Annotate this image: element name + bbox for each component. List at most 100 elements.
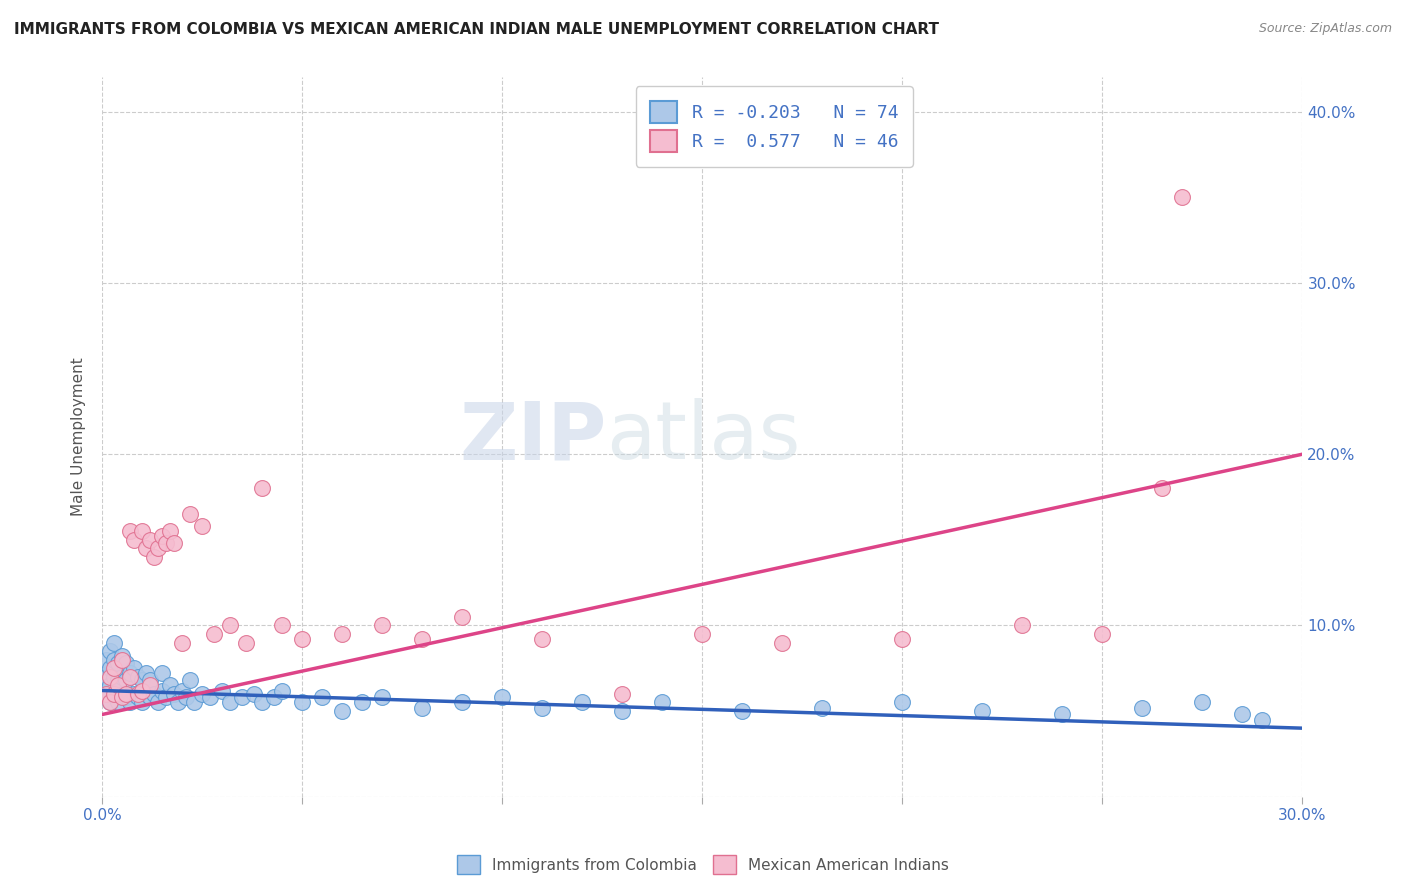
Point [98,696,121,710]
Point [159,524,181,539]
Point [103,687,125,701]
Point [271,618,294,632]
Point [1091,627,1114,641]
Point [167,696,190,710]
Legend: R = -0.203   N = 74, R =  0.577   N = 46: R = -0.203 N = 74, R = 0.577 N = 46 [636,87,912,167]
Point [531,632,554,647]
Point [107,673,129,688]
Point [612,687,634,701]
Point [291,632,314,647]
Point [131,696,153,710]
Point [135,666,157,681]
Point [120,524,142,539]
Point [352,696,374,710]
Point [252,696,274,710]
Point [172,683,194,698]
Point [531,700,554,714]
Point [96,670,118,684]
Point [135,687,157,701]
Point [311,690,333,705]
Point [139,690,162,705]
Point [139,533,162,547]
Point [120,666,142,681]
Point [122,533,145,547]
Point [96,653,118,667]
Point [770,635,793,649]
Y-axis label: Male Unemployment: Male Unemployment [72,358,86,516]
Point [451,610,474,624]
Point [98,644,121,658]
Point [235,635,257,649]
Point [183,696,205,710]
Point [1191,696,1213,710]
Point [148,696,170,710]
Point [139,673,162,688]
Text: ZIP: ZIP [460,398,606,476]
Point [191,519,214,533]
Point [1251,713,1274,727]
Point [1011,618,1033,632]
Point [231,690,253,705]
Point [163,536,186,550]
Point [98,661,121,675]
Point [103,653,125,667]
Point [612,704,634,718]
Point [107,656,129,670]
Point [211,683,233,698]
Point [271,683,294,698]
Point [111,670,134,684]
Point [150,529,173,543]
Point [243,687,266,701]
Point [411,700,433,714]
Point [155,536,177,550]
Point [143,687,166,701]
Point [411,632,433,647]
Point [135,541,157,556]
Text: Source: ZipAtlas.com: Source: ZipAtlas.com [1258,22,1392,36]
Point [111,690,134,705]
Point [115,690,138,705]
Point [891,696,914,710]
Point [191,687,214,701]
Point [120,696,142,710]
Point [103,687,125,701]
Point [972,704,994,718]
Point [1132,700,1154,714]
Point [155,690,177,705]
Point [891,632,914,647]
Point [115,656,138,670]
Point [159,678,181,692]
Point [1232,707,1254,722]
Point [371,618,394,632]
Point [103,635,125,649]
Point [96,687,118,701]
Point [330,704,353,718]
Point [200,690,222,705]
Point [172,635,194,649]
Point [163,687,186,701]
Point [252,482,274,496]
Point [143,549,166,564]
Point [150,666,173,681]
Point [263,690,285,705]
Point [111,687,134,701]
Point [122,661,145,675]
Point [111,649,134,664]
Point [111,653,134,667]
Point [96,687,118,701]
Point [98,678,121,692]
Text: atlas: atlas [606,398,800,476]
Point [731,704,754,718]
Point [131,673,153,688]
Point [451,696,474,710]
Point [291,696,314,710]
Point [107,678,129,692]
Point [98,696,121,710]
Point [115,687,138,701]
Point [1171,190,1194,204]
Point [692,627,714,641]
Point [219,696,242,710]
Point [371,690,394,705]
Point [811,700,834,714]
Point [127,690,149,705]
